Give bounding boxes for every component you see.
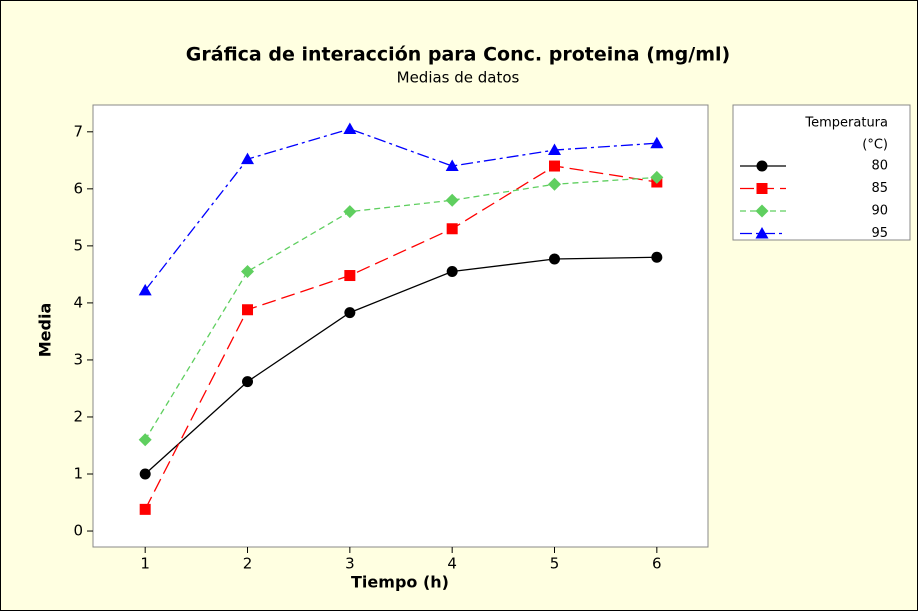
legend-title: (°C)	[862, 138, 888, 153]
marker	[650, 170, 664, 184]
marker	[651, 251, 663, 263]
marker	[549, 253, 561, 265]
y-tick-label: 4	[73, 293, 83, 311]
series-line	[144, 165, 657, 510]
series-line	[144, 256, 657, 475]
y-tick-label: 7	[73, 122, 83, 140]
marker	[139, 468, 151, 480]
marker	[242, 376, 254, 388]
marker	[344, 270, 356, 282]
marker	[343, 122, 357, 134]
marker	[241, 265, 255, 279]
x-tick-label: 5	[550, 555, 560, 573]
legend-marker	[755, 204, 769, 218]
marker	[242, 304, 254, 316]
marker	[343, 205, 357, 219]
y-axis-label: Media	[36, 303, 55, 358]
legend-marker	[756, 160, 768, 172]
legend-label: 85	[871, 181, 888, 196]
legend-marker	[756, 183, 768, 194]
legend-box	[732, 104, 911, 241]
plot-area	[92, 104, 709, 548]
x-tick-label: 3	[345, 555, 355, 573]
marker	[139, 503, 151, 515]
legend-label: 90	[871, 204, 888, 219]
legend-label: 80	[871, 159, 888, 174]
chart-title: Gráfica de interacción para Conc. protei…	[186, 44, 730, 66]
x-tick-label: 4	[447, 555, 457, 573]
marker	[344, 307, 356, 319]
legend-label: 95	[871, 226, 888, 241]
x-tick-label: 2	[243, 555, 253, 573]
y-tick-label: 5	[73, 236, 83, 254]
y-tick-label: 2	[73, 407, 83, 425]
marker	[138, 433, 152, 447]
marker	[138, 283, 152, 296]
legend-title: Temperatura	[804, 116, 888, 131]
x-tick-label: 1	[140, 555, 150, 573]
x-tick-label: 6	[652, 555, 662, 573]
marker	[650, 136, 664, 149]
chart-subtitle: Medias de datos	[397, 69, 520, 87]
y-tick-label: 0	[73, 522, 83, 540]
series-line	[144, 128, 657, 291]
y-tick-label: 6	[73, 179, 83, 197]
marker	[548, 143, 562, 156]
marker	[446, 266, 458, 278]
marker	[549, 160, 561, 172]
marker	[445, 159, 459, 172]
marker	[241, 152, 255, 165]
marker	[446, 223, 458, 235]
marker	[445, 193, 459, 207]
x-axis-label: Tiempo (h)	[351, 573, 449, 592]
series-line	[144, 176, 657, 441]
marker	[548, 177, 562, 191]
y-tick-label: 3	[73, 350, 83, 368]
legend-marker	[755, 227, 769, 239]
y-tick-label: 1	[73, 464, 83, 482]
